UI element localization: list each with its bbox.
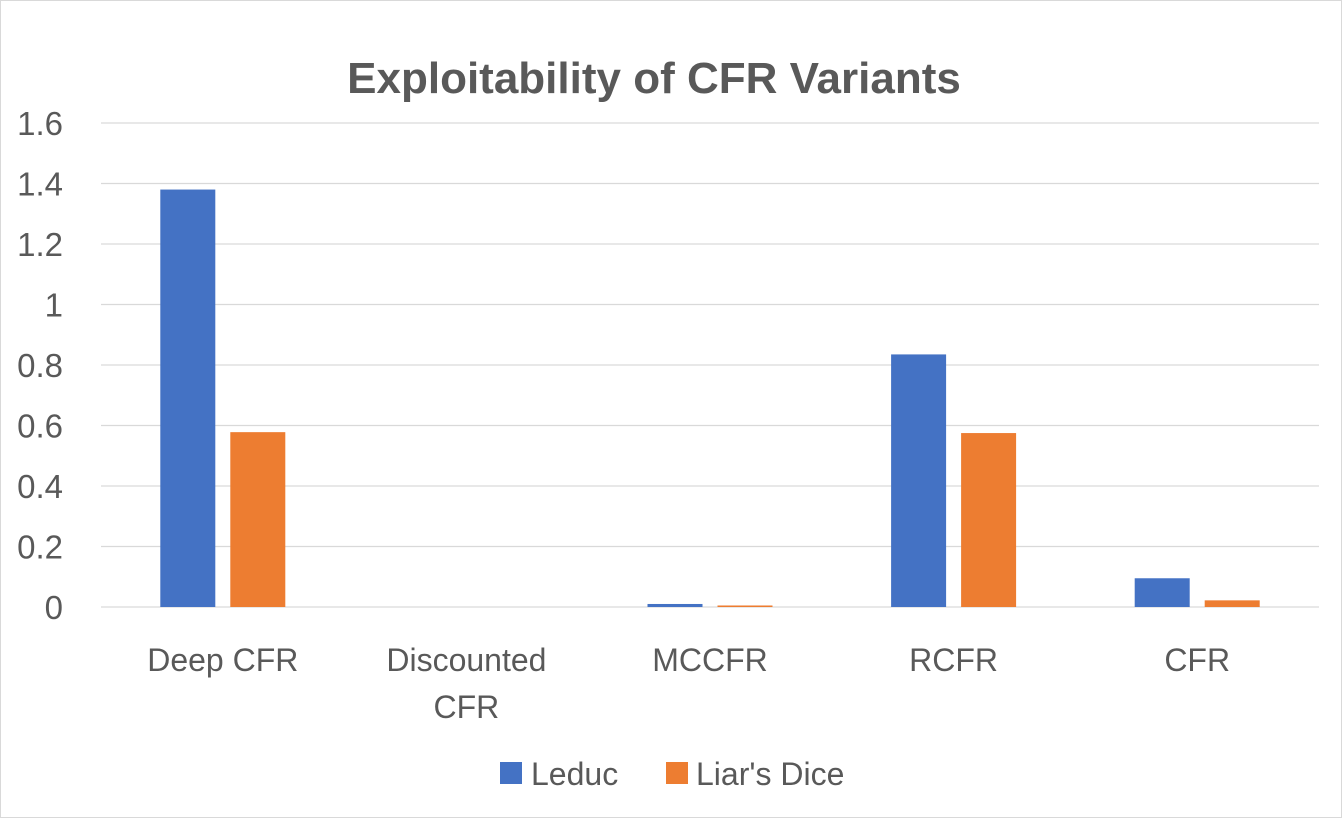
bar-liar-s-dice-4 (1204, 600, 1260, 607)
legend-label: Liar's Dice (696, 756, 844, 792)
bar-leduc-4 (1134, 578, 1190, 607)
bar-liar-s-dice-3 (961, 433, 1017, 607)
bar-leduc-3 (891, 354, 947, 607)
bar-liar-s-dice-0 (230, 432, 286, 607)
gridlines (101, 122, 1319, 608)
legend-swatch (500, 762, 522, 784)
y-tick-label: 0.4 (17, 468, 63, 505)
y-tick-label: 1.6 (17, 105, 63, 142)
legend-label: Leduc (531, 756, 618, 792)
y-tick-label: 0 (45, 589, 63, 626)
bar-leduc-2 (647, 603, 703, 607)
x-category-label: CFR (434, 689, 500, 725)
x-axis-category-labels: Deep CFR Discounted CFR MCCFR RCFR CFR (147, 642, 1230, 725)
y-tick-label: 1.2 (17, 226, 63, 263)
x-category-label: Deep CFR (147, 642, 298, 678)
bar-liar-s-dice-2 (717, 605, 773, 607)
bars (160, 189, 1260, 608)
x-category-label: Discounted (386, 642, 546, 678)
bar-leduc-0 (160, 189, 216, 608)
y-tick-label: 1 (45, 287, 63, 324)
x-category-label: CFR (1164, 642, 1230, 678)
y-tick-label: 1.4 (17, 166, 63, 203)
chart-title: Exploitability of CFR Variants (347, 54, 961, 103)
legend-swatch (666, 762, 688, 784)
y-tick-label: 0.8 (17, 347, 63, 384)
y-tick-label: 0.2 (17, 529, 63, 566)
x-category-label: MCCFR (652, 642, 768, 678)
y-tick-label: 0.6 (17, 408, 63, 445)
y-axis-tick-labels: 0 0.2 0.4 0.6 0.8 1 1.2 1.4 1.6 (17, 105, 63, 626)
legend: Leduc Liar's Dice (500, 756, 844, 792)
x-category-label: RCFR (909, 642, 998, 678)
